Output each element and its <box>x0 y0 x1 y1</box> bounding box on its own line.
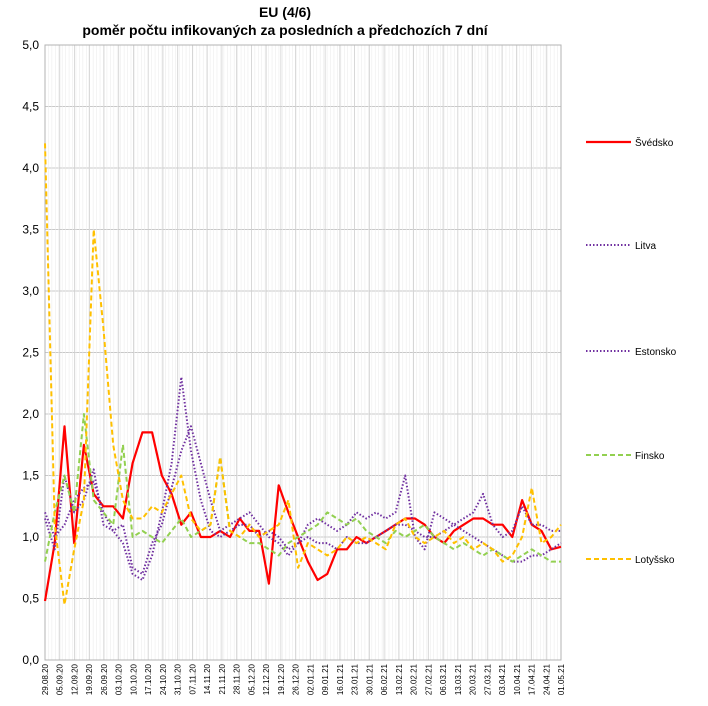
y-tick-label: 2,0 <box>22 407 39 421</box>
grid <box>44 44 562 661</box>
x-tick-label: 03.10.20 <box>115 663 124 695</box>
x-tick-label: 13.03.21 <box>454 663 463 695</box>
x-tick-label: 24.10.20 <box>159 663 168 695</box>
x-tick-label: 29.08.20 <box>41 663 50 695</box>
y-tick-label: 1,5 <box>22 469 39 483</box>
y-tick-label: 4,0 <box>22 161 39 175</box>
y-tick-label: 5,0 <box>22 38 39 52</box>
x-tick-label: 23.01.21 <box>351 663 360 695</box>
y-tick-label: 3,5 <box>22 223 39 237</box>
x-tick-label: 03.04.21 <box>498 663 507 695</box>
x-tick-label: 26.12.20 <box>292 663 301 695</box>
legend-label: Lotyšsko <box>635 555 675 566</box>
series-layer <box>43 143 562 606</box>
series-line-0 <box>43 425 562 602</box>
x-tick-label: 21.11.20 <box>218 663 227 694</box>
series-line-4 <box>44 143 562 606</box>
x-tick-label: 12.12.20 <box>262 663 271 695</box>
x-tick-label: 05.09.20 <box>56 663 65 695</box>
x-tick-label: 20.03.21 <box>469 663 478 695</box>
x-tick-label: 26.09.20 <box>100 663 109 695</box>
series-line-3 <box>44 413 561 563</box>
x-tick-label: 01.05.21 <box>557 663 566 695</box>
y-tick-label: 3,0 <box>22 284 39 298</box>
y-tick-label: 4,5 <box>22 100 39 114</box>
x-tick-label: 02.01.21 <box>306 663 315 695</box>
x-tick-label: 09.01.21 <box>321 663 330 695</box>
x-tick-label: 10.04.21 <box>513 663 522 695</box>
legend-label: Švédsko <box>635 136 674 149</box>
y-tick-label: 0,0 <box>22 653 39 667</box>
x-tick-label: 28.11.20 <box>233 663 242 694</box>
chart-subtitle: poměr počtu infikovaných za posledních a… <box>82 22 488 38</box>
x-tick-label: 19.09.20 <box>85 663 94 695</box>
x-tick-label: 14.11.20 <box>203 663 212 694</box>
legend: Švédsko Litva Estonsko Finsko Lotyšsko <box>586 136 677 566</box>
legend-label: Litva <box>635 241 657 252</box>
x-tick-label: 20.02.21 <box>410 663 419 695</box>
x-tick-label: 31.10.20 <box>174 663 183 695</box>
x-tick-label: 05.12.20 <box>247 663 256 695</box>
x-tick-label: 16.01.21 <box>336 663 345 695</box>
x-tick-label: 06.02.21 <box>380 663 389 695</box>
x-tick-label: 13.02.21 <box>395 663 404 695</box>
x-tick-label: 17.10.20 <box>144 663 153 695</box>
legend-label: Finsko <box>635 451 665 462</box>
x-tick-label: 10.10.20 <box>129 663 138 695</box>
x-tick-label: 19.12.20 <box>277 663 286 695</box>
series-line-1 <box>44 376 562 581</box>
x-tick-label: 17.04.21 <box>528 663 537 695</box>
y-tick-label: 0,5 <box>22 592 39 606</box>
x-tick-label: 12.09.20 <box>70 663 79 695</box>
x-tick-label: 24.04.21 <box>542 663 551 695</box>
plot-frame <box>44 44 562 661</box>
x-tick-label: 27.03.21 <box>483 663 492 695</box>
x-tick-label: 27.02.21 <box>424 663 433 695</box>
legend-label: Estonsko <box>635 347 677 358</box>
x-tick-label: 06.03.21 <box>439 663 448 695</box>
x-tick-label: 30.01.21 <box>365 663 374 695</box>
chart-title: EU (4/6) <box>259 4 311 20</box>
x-tick-label: 07.11.20 <box>188 663 197 694</box>
axes: 0,0 0,5 1,0 1,5 2,0 2,5 3,0 3,5 4,0 4,5 5,0 29.08.2… <box>22 38 566 695</box>
y-tick-label: 1,0 <box>22 530 39 544</box>
y-tick-label: 2,5 <box>22 346 39 360</box>
